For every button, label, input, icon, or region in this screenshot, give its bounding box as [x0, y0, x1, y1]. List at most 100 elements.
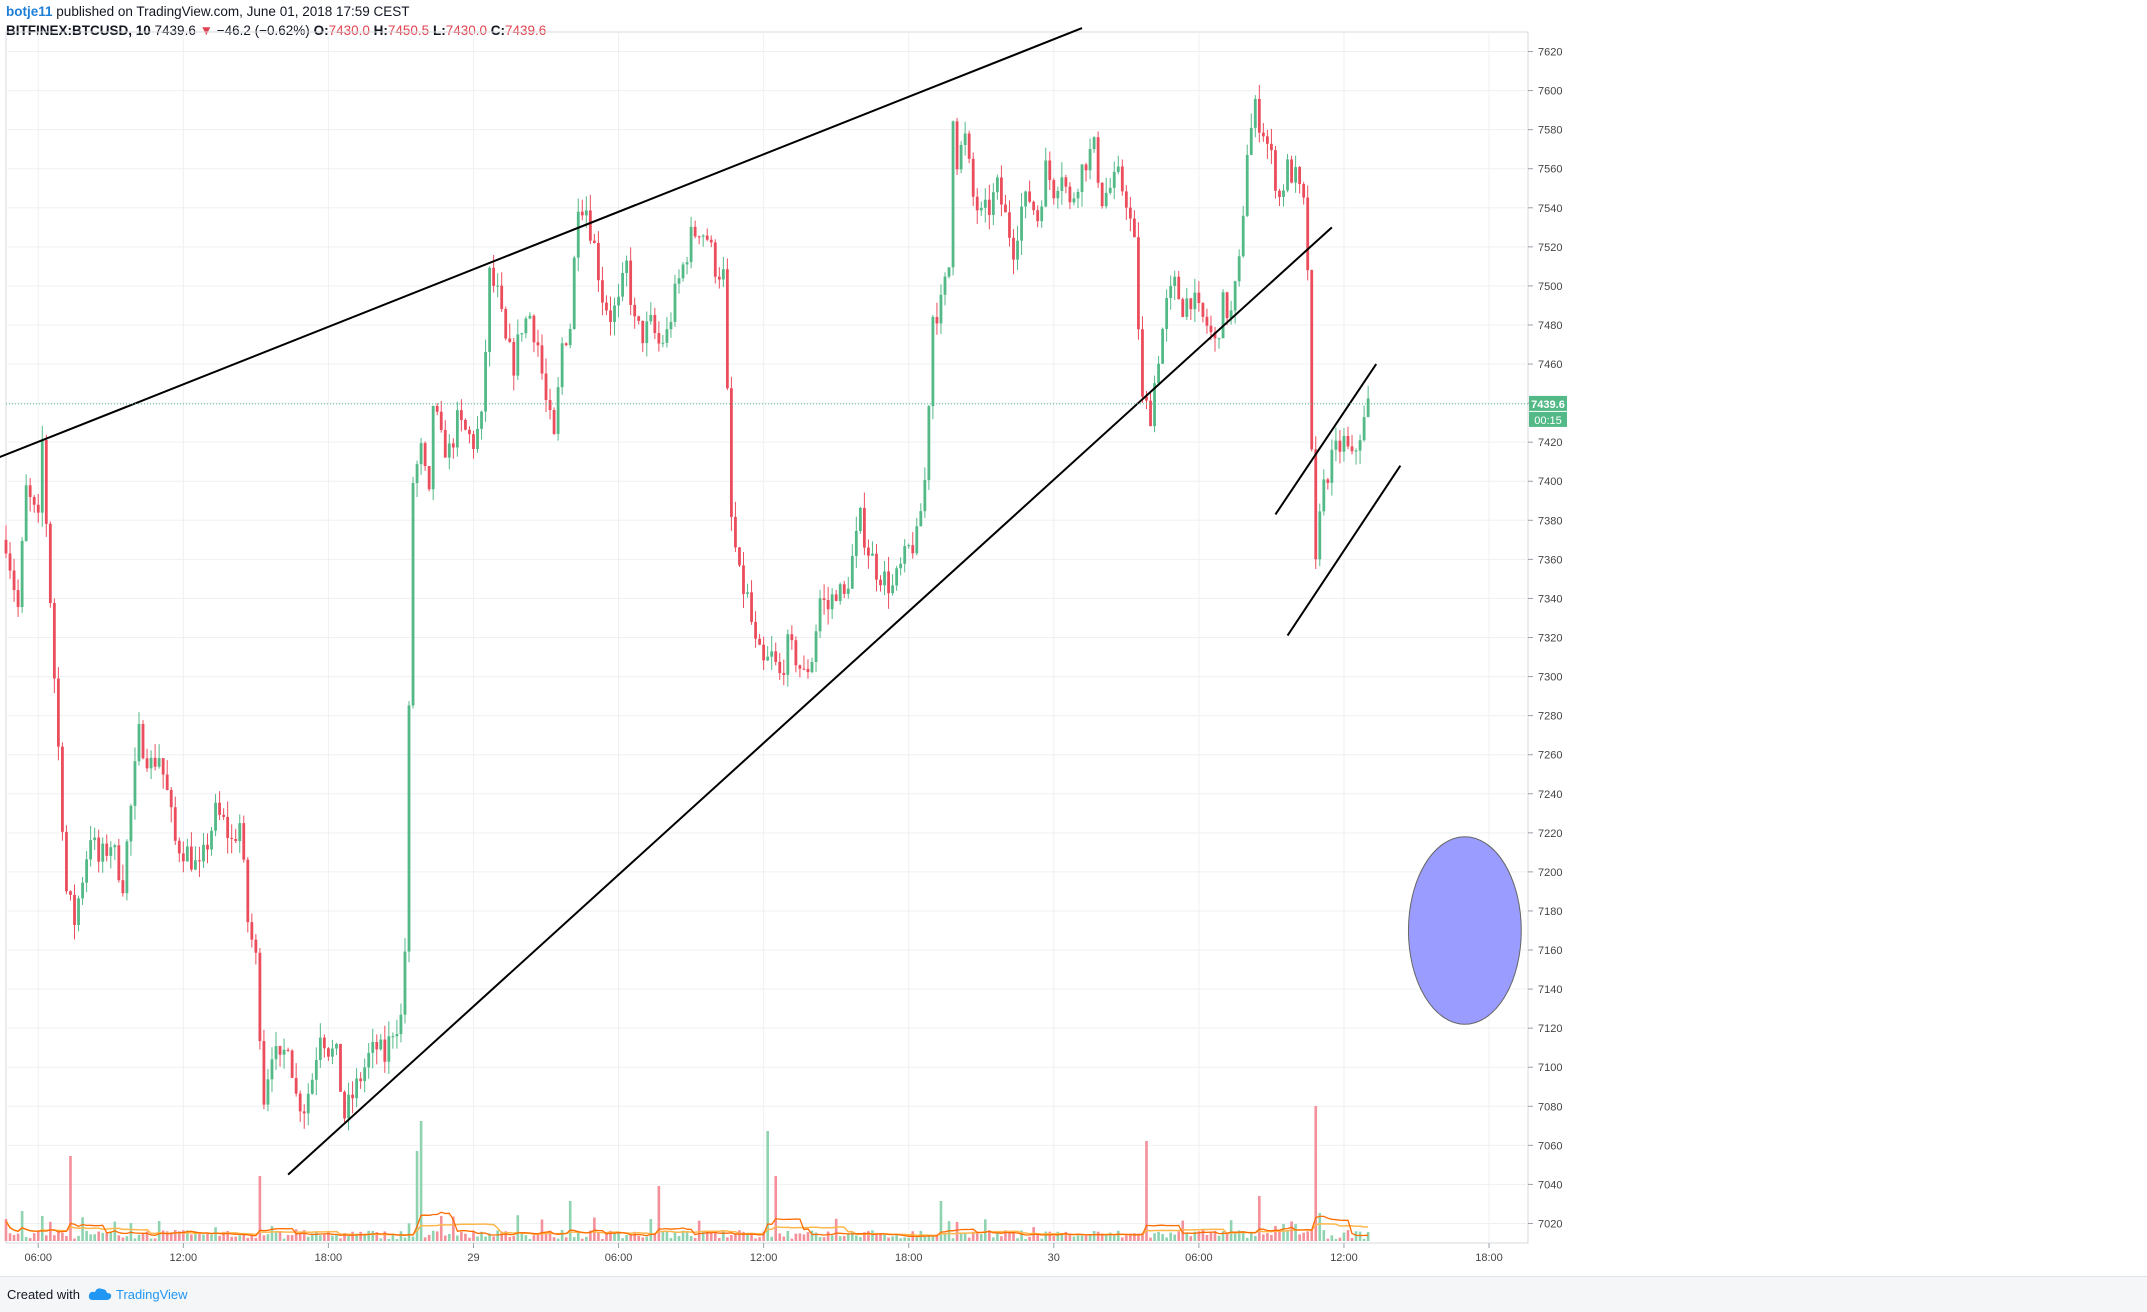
volume-bar — [266, 1234, 270, 1241]
y-tick-label: 7220 — [1538, 828, 1562, 840]
x-tick-label: 18:00 — [895, 1252, 923, 1264]
candle-body — [1137, 237, 1140, 330]
volume-bar — [653, 1233, 657, 1241]
candle-body — [705, 235, 709, 240]
y-tick-label: 7120 — [1538, 1023, 1562, 1035]
volume-bar — [907, 1237, 911, 1241]
volume-bar — [177, 1231, 181, 1241]
volume-bar — [1173, 1234, 1176, 1241]
candle-body — [717, 276, 721, 280]
candle-body — [798, 665, 802, 669]
volume-bar — [758, 1237, 761, 1241]
volume-bar — [85, 1230, 88, 1241]
candle-body — [730, 388, 733, 517]
candle-body — [81, 882, 84, 899]
candle-body — [347, 1094, 350, 1119]
volume-bar — [1149, 1237, 1152, 1241]
candle-body — [774, 651, 778, 662]
volume-bar — [609, 1230, 612, 1241]
candle-body — [472, 434, 475, 449]
candle-body — [222, 814, 226, 817]
tradingview-brand[interactable]: TradingView — [116, 1287, 188, 1302]
candle-body — [28, 485, 32, 498]
last-price: 7439.6 — [154, 23, 196, 38]
volume-bar — [379, 1238, 383, 1241]
candle-body — [1213, 332, 1217, 339]
volume-bar — [585, 1236, 588, 1241]
volume-bar — [298, 1232, 302, 1241]
candle-body — [850, 555, 854, 589]
high-label: H: — [373, 23, 388, 38]
author-link[interactable]: botje11 — [6, 4, 53, 19]
candle-body — [399, 1014, 403, 1035]
volume-bar — [137, 1234, 141, 1241]
candle-body — [56, 678, 60, 747]
y-tick-label: 7600 — [1538, 86, 1562, 98]
candle-body — [294, 1077, 298, 1094]
volume-bar — [532, 1235, 536, 1241]
y-tick-label: 7400 — [1538, 476, 1562, 488]
candle-body — [97, 837, 101, 862]
volume-bar — [1205, 1234, 1209, 1241]
volume-bar — [867, 1231, 870, 1241]
volume-bar — [645, 1236, 649, 1241]
candle-body — [500, 285, 504, 309]
candle-body — [1233, 281, 1237, 311]
y-tick-label: 7420 — [1538, 437, 1562, 449]
volume-bars — [4, 1106, 1370, 1241]
candle-body — [77, 898, 80, 925]
candle-body — [234, 838, 238, 842]
price-chart[interactable]: 7020 7040 7060 7080 7100 7120 7140 7160 7180 7200… — [0, 0, 2147, 1276]
candle-body — [919, 511, 923, 527]
volume-bar — [1338, 1237, 1342, 1241]
volume-bar — [57, 1230, 60, 1241]
volume-bar — [97, 1231, 100, 1241]
candle-body — [1253, 98, 1257, 128]
candle-body — [464, 419, 467, 430]
volume-bar — [387, 1238, 391, 1241]
highlight-ellipse — [1407, 836, 1522, 1025]
volume-bar — [45, 1235, 48, 1241]
volume-bar — [274, 1230, 278, 1241]
candle-body — [915, 526, 919, 554]
symbol-label[interactable]: BITFINEX:BTCUSD, 10 — [6, 23, 151, 38]
price-axis[interactable]: 7020 7040 7060 7080 7100 7120 7140 7160 7180 7200… — [1528, 47, 1567, 1231]
volume-bar — [1028, 1236, 1031, 1241]
candle-body — [810, 662, 814, 673]
volume-bar — [500, 1231, 503, 1241]
candle-body — [536, 342, 540, 346]
volume-bar — [1189, 1236, 1193, 1241]
volume-bar — [1012, 1231, 1015, 1241]
time-axis[interactable]: 06:00 12:00 18:00 29 06:00 12:00 18:00 30 06:00 1… — [24, 1243, 1503, 1264]
volume-bar — [605, 1232, 608, 1241]
volume-bar — [109, 1231, 113, 1241]
volume-bar — [1201, 1229, 1205, 1241]
candle-body — [951, 121, 955, 268]
volume-bar — [242, 1234, 246, 1241]
candle-body — [1358, 440, 1362, 451]
candle-body — [520, 333, 524, 335]
candle-body — [669, 321, 673, 330]
candle-body — [576, 211, 580, 258]
candle-body — [1024, 191, 1027, 207]
volume-bar — [1080, 1235, 1084, 1241]
countdown-tag — [1529, 411, 1567, 427]
volume-bar — [548, 1230, 552, 1241]
volume-bar — [1177, 1231, 1181, 1241]
volume-bar — [24, 1237, 28, 1241]
volume-bar — [464, 1233, 467, 1241]
candle-body — [1221, 292, 1225, 339]
candle-body — [1322, 479, 1326, 512]
candle-body — [226, 816, 230, 838]
volume-bar — [1137, 1233, 1140, 1241]
volume-bar — [935, 1234, 939, 1241]
candle-body — [1366, 398, 1370, 418]
volume-bar — [891, 1236, 894, 1241]
x-tick-label: 12:00 — [750, 1252, 778, 1264]
volume-bar — [1334, 1238, 1338, 1241]
volume-bar — [685, 1230, 689, 1241]
trend-line — [1274, 363, 1378, 516]
candle-body — [1173, 276, 1177, 286]
candle-body — [1306, 197, 1310, 271]
candle-body — [165, 774, 169, 791]
